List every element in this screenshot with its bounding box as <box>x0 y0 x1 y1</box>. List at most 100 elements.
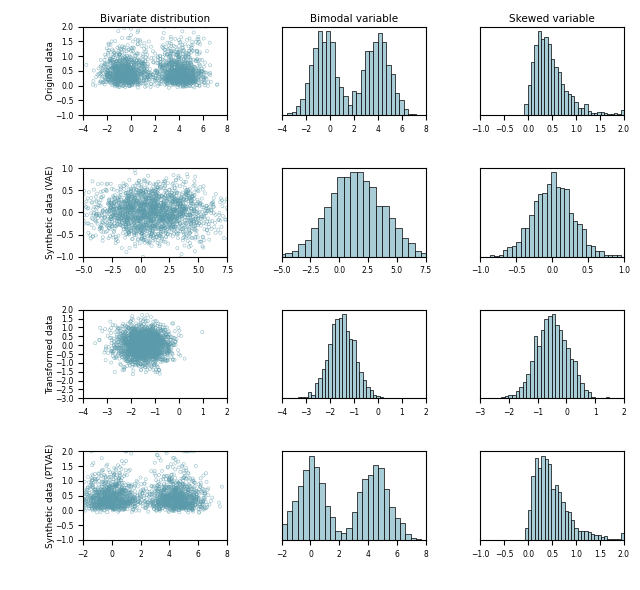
Point <box>111 217 122 226</box>
Point <box>124 348 134 358</box>
Point <box>119 24 129 33</box>
Point <box>104 494 114 503</box>
Point <box>141 208 151 218</box>
Point <box>150 180 161 189</box>
Point <box>126 449 136 458</box>
Point <box>154 225 164 234</box>
Point <box>172 216 182 225</box>
Bar <box>554 67 557 115</box>
Point <box>175 219 185 229</box>
Point <box>121 63 131 72</box>
Point <box>154 453 164 463</box>
Point <box>158 67 168 76</box>
Point <box>118 497 128 507</box>
Point <box>144 208 154 217</box>
Point <box>117 70 127 79</box>
Point <box>130 227 140 237</box>
Point <box>150 339 161 348</box>
Point <box>145 211 155 221</box>
Point <box>129 78 139 87</box>
Point <box>140 333 150 342</box>
Point <box>174 498 184 507</box>
Point <box>164 44 175 53</box>
Point <box>182 500 193 509</box>
Point <box>156 500 166 509</box>
Point <box>156 475 166 484</box>
Point <box>104 494 114 503</box>
Point <box>178 492 188 502</box>
Point <box>164 340 174 350</box>
Point <box>135 487 145 497</box>
Point <box>110 197 120 206</box>
Point <box>175 496 186 505</box>
Point <box>93 493 104 502</box>
Point <box>146 333 156 342</box>
Point <box>97 500 107 510</box>
Point <box>122 189 132 198</box>
Point <box>168 77 178 86</box>
Point <box>166 48 176 57</box>
Bar <box>608 255 612 257</box>
Point <box>179 204 189 214</box>
Point <box>184 502 194 512</box>
Point <box>92 495 102 504</box>
Point <box>171 70 181 80</box>
Point <box>87 493 97 502</box>
Point <box>165 68 175 77</box>
Point <box>200 495 210 504</box>
Point <box>148 330 159 340</box>
Point <box>125 499 136 508</box>
Point <box>141 336 152 346</box>
Point <box>111 65 121 75</box>
Point <box>136 342 146 352</box>
Point <box>168 502 179 511</box>
Point <box>143 193 154 202</box>
Point <box>122 229 132 238</box>
Point <box>109 504 119 514</box>
Point <box>165 496 175 506</box>
Point <box>161 219 172 229</box>
Point <box>115 497 125 507</box>
Point <box>118 496 128 505</box>
Point <box>92 493 102 503</box>
Point <box>184 242 194 252</box>
Point <box>69 206 79 215</box>
Point <box>177 61 188 71</box>
Point <box>116 214 127 223</box>
Point <box>170 197 180 206</box>
Point <box>132 77 143 86</box>
Point <box>159 65 170 75</box>
Point <box>124 81 134 91</box>
Point <box>136 320 146 329</box>
Point <box>146 232 156 241</box>
Point <box>125 75 135 84</box>
Point <box>184 225 195 234</box>
Point <box>116 205 127 214</box>
Point <box>153 198 163 208</box>
Point <box>159 202 170 211</box>
Point <box>189 77 200 86</box>
Point <box>182 76 193 86</box>
Point <box>183 65 193 74</box>
Point <box>127 324 138 334</box>
Point <box>142 196 152 206</box>
Point <box>97 477 107 487</box>
Point <box>129 76 140 86</box>
Point <box>88 493 99 502</box>
Point <box>176 68 186 78</box>
Point <box>115 198 125 208</box>
Point <box>157 336 167 345</box>
Point <box>120 82 131 91</box>
Point <box>148 500 158 510</box>
Point <box>86 476 97 485</box>
Point <box>194 68 204 78</box>
Point <box>124 342 134 352</box>
Point <box>179 502 189 512</box>
Point <box>100 50 110 60</box>
Point <box>131 213 141 222</box>
Point <box>164 475 175 484</box>
Point <box>108 490 118 500</box>
Point <box>122 355 132 364</box>
Point <box>199 68 209 78</box>
Point <box>151 327 161 337</box>
